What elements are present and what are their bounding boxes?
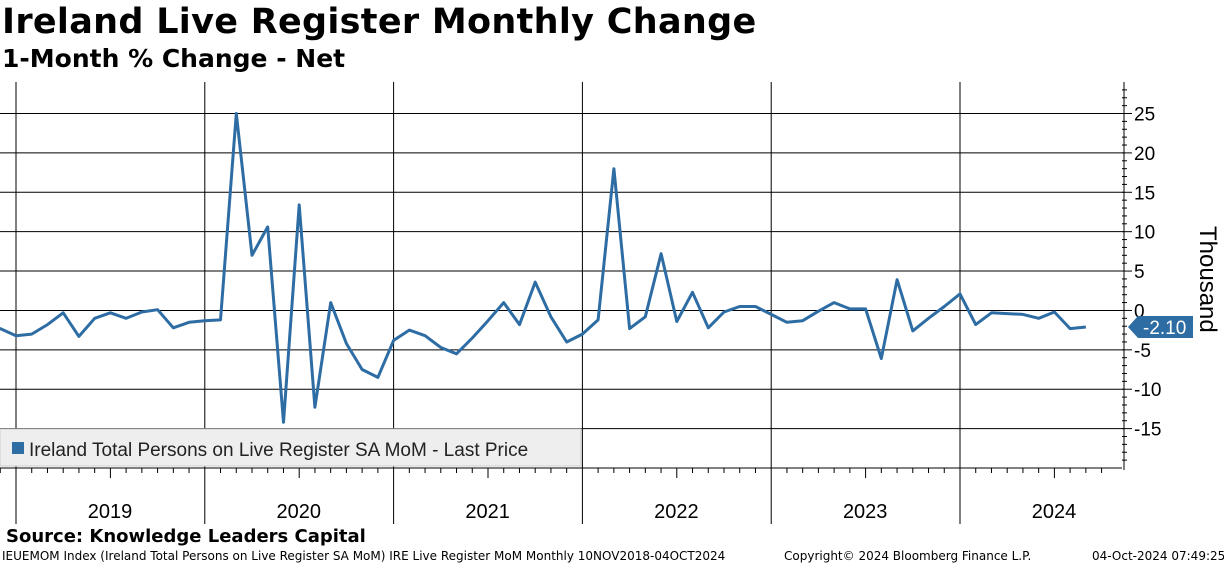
x-year-label: 2022 [654,501,699,523]
legend-label: Ireland Total Persons on Live Register S… [29,440,528,461]
y-tick-label: -10 [1134,380,1161,401]
series-line [0,112,1087,424]
footer-timestamp: 04-Oct-2024 07:49:25 [1092,549,1224,563]
legend-box [0,428,582,467]
y-tick-label: 10 [1134,223,1155,244]
last-price-label: -2.10 [1143,318,1186,339]
x-year-label: 2020 [277,501,322,523]
y-tick-label: 15 [1134,183,1155,204]
source-note: Source: Knowledge Leaders Capital [6,526,366,547]
legend-swatch [12,442,24,454]
footer-copyright: Copyright© 2024 Bloomberg Finance L.P. [784,549,1032,563]
footer-index-info: IEUEMOM Index (Ireland Total Persons on … [2,549,726,563]
chart-title: Ireland Live Register Monthly Change [2,2,757,42]
y-tick-label: -5 [1134,341,1151,362]
chart-subtitle: 1-Month % Change - Net [2,44,346,73]
y-tick-label: 5 [1134,262,1145,283]
y-tick-label: 20 [1134,144,1155,165]
x-year-label: 2021 [465,501,510,523]
last-price-tag [1128,315,1193,338]
y-axis-label: Thousand [1194,226,1221,333]
y-tick-label: 25 [1134,105,1155,126]
x-year-label: 2023 [843,501,888,523]
x-year-label: 2024 [1032,501,1077,523]
y-tick-label: 0 [1134,301,1145,322]
x-year-label: 2019 [88,501,133,523]
y-tick-label: -15 [1134,420,1161,441]
